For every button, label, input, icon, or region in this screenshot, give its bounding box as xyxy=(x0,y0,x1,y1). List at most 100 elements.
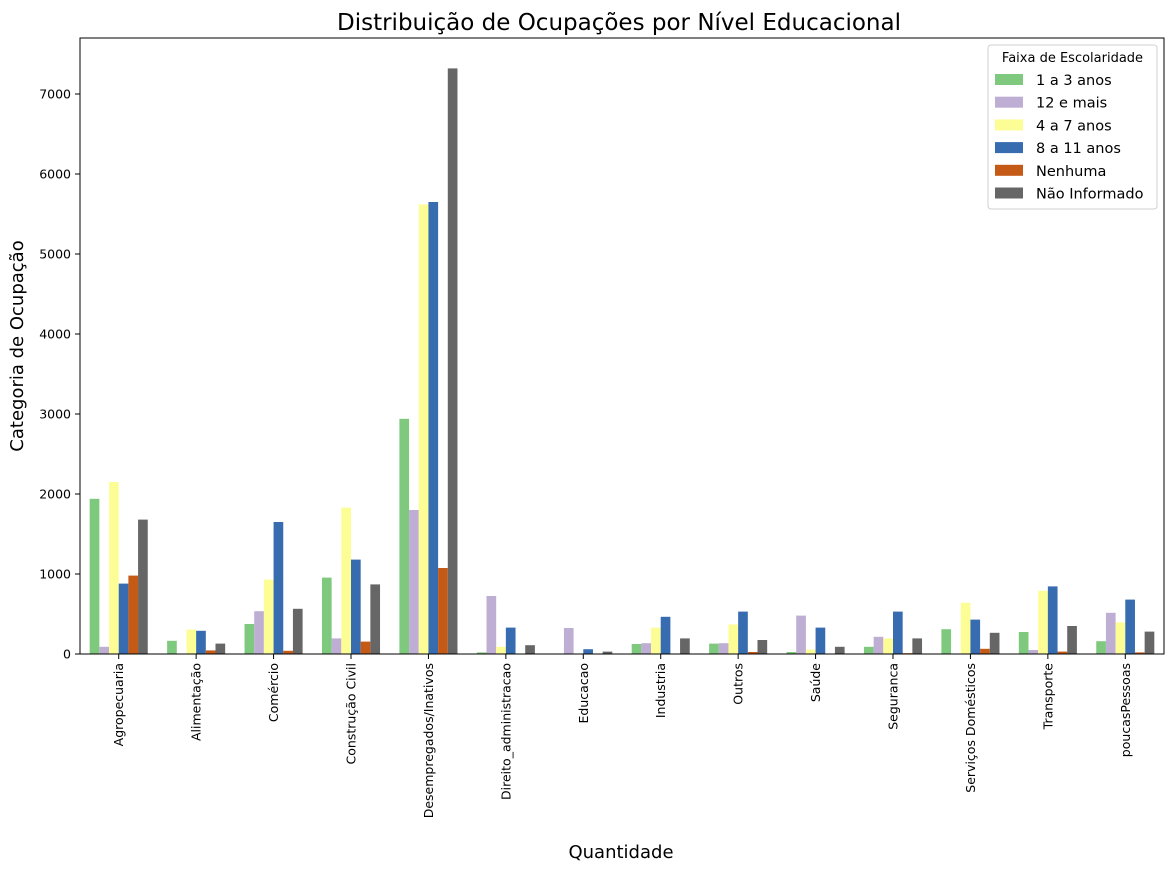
legend-swatch xyxy=(995,119,1023,131)
bar-constru-o-civil-series-5 xyxy=(370,584,381,654)
bar-outros-series-4 xyxy=(747,652,758,654)
bar-desempregados-inativos-series-3 xyxy=(428,202,439,654)
bar-servi-os-dom-sticos-series-0 xyxy=(941,629,952,654)
y-tick-label: 0 xyxy=(63,647,71,662)
bar-educacao-series-1 xyxy=(563,628,574,654)
legend-entry: Não Informado xyxy=(1036,187,1144,203)
x-tick-label: Outros xyxy=(731,663,746,705)
bar-com-rcio-series-5 xyxy=(292,608,303,654)
legend-swatch xyxy=(995,96,1023,108)
bar-constru-o-civil-series-4 xyxy=(360,641,371,654)
bar-agropecuaria-series-5 xyxy=(138,519,148,654)
x-tick-label: Direito_administracao xyxy=(498,663,513,800)
bar-desempregados-inativos-series-0 xyxy=(399,418,410,654)
bar-direito-administracao-series-2 xyxy=(496,646,506,654)
bar-educacao-series-5 xyxy=(602,651,613,654)
bar-agropecuaria-series-0 xyxy=(89,498,100,654)
x-tick-label: Alimentação xyxy=(189,663,204,741)
y-tick-label: 2000 xyxy=(39,487,71,502)
bar-industria-series-0 xyxy=(631,644,642,654)
x-tick-label: Transporte xyxy=(1040,663,1055,731)
x-tick-label: poucasPessoas xyxy=(1118,663,1133,757)
legend-entry: 1 a 3 anos xyxy=(1036,73,1112,89)
bar-poucaspessoas-series-4 xyxy=(1134,652,1145,654)
legend-swatch xyxy=(995,164,1023,176)
bar-alimenta-o-series-0 xyxy=(167,640,177,654)
bar-constru-o-civil-series-1 xyxy=(331,638,342,654)
bar-direito-administracao-series-5 xyxy=(525,645,535,654)
x-tick-label: Construção Civil xyxy=(344,663,359,764)
bar-sa-de-series-3 xyxy=(815,627,826,654)
bar-outros-series-2 xyxy=(728,624,739,654)
bar-transporte-series-2 xyxy=(1038,590,1048,654)
legend-swatch xyxy=(995,187,1023,199)
bar-sa-de-series-2 xyxy=(805,649,816,654)
bar-sa-de-series-1 xyxy=(796,615,806,654)
bar-agropecuaria-series-2 xyxy=(109,482,119,654)
bar-alimenta-o-series-3 xyxy=(196,630,206,654)
x-tick-label: Desempregados/Inativos xyxy=(421,663,436,818)
bar-com-rcio-series-1 xyxy=(254,611,264,654)
bar-alimenta-o-series-2 xyxy=(186,629,197,654)
y-axis-label: Categoria de Ocupação xyxy=(7,240,28,451)
bar-com-rcio-series-4 xyxy=(283,650,293,654)
bar-servi-os-dom-sticos-series-4 xyxy=(980,648,990,654)
bar-direito-administracao-series-3 xyxy=(505,627,516,654)
bar-constru-o-civil-series-2 xyxy=(341,507,351,654)
chart-title: Distribuição de Ocupações por Nível Educ… xyxy=(337,10,901,36)
legend-entry: Nenhuma xyxy=(1036,164,1106,180)
bar-outros-series-1 xyxy=(718,643,729,654)
legend-swatch xyxy=(995,142,1023,154)
bar-outros-series-0 xyxy=(709,643,719,654)
plot-area: 0 1000 2000 3000 4000 5000 6000 7000 Agropecuari… xyxy=(39,37,1165,818)
bar-transporte-series-3 xyxy=(1047,586,1058,654)
legend-frame xyxy=(987,44,1158,210)
x-tick-label: Seguranca xyxy=(886,663,901,730)
legend-entry: 12 e mais xyxy=(1036,96,1107,112)
x-tick-label: Industria xyxy=(653,663,668,718)
bar-seguranca-series-2 xyxy=(883,638,893,654)
bar-desempregados-inativos-series-2 xyxy=(418,204,429,654)
bar-constru-o-civil-series-0 xyxy=(321,577,332,654)
legend-entry: 4 a 7 anos xyxy=(1036,118,1112,134)
bar-alimenta-o-series-4 xyxy=(205,650,216,654)
bar-sa-de-series-0 xyxy=(786,652,797,654)
bar-constru-o-civil-series-3 xyxy=(351,559,361,654)
bar-industria-series-3 xyxy=(660,616,671,654)
bar-seguranca-series-1 xyxy=(873,636,884,654)
bar-poucaspessoas-series-2 xyxy=(1115,622,1126,654)
plot-frame xyxy=(79,37,1165,655)
x-tick-label: Saúde xyxy=(808,663,823,702)
bar-seguranca-series-5 xyxy=(912,638,923,654)
y-tick-label: 3000 xyxy=(39,407,71,422)
bar-transporte-series-5 xyxy=(1067,626,1077,654)
bar-com-rcio-series-3 xyxy=(273,522,284,654)
y-tick-label: 7000 xyxy=(39,87,71,102)
y-tick-label: 6000 xyxy=(39,167,71,182)
y-tick-label: 1000 xyxy=(39,567,71,582)
y-tick-label: 5000 xyxy=(39,247,71,262)
bar-industria-series-1 xyxy=(641,643,652,654)
bar-industria-series-2 xyxy=(651,627,661,654)
bar-servi-os-dom-sticos-series-5 xyxy=(989,632,1000,654)
legend-entry: 8 a 11 anos xyxy=(1036,141,1121,157)
bar-direito-administracao-series-0 xyxy=(476,652,487,654)
bar-industria-series-5 xyxy=(680,638,690,654)
bar-agropecuaria-series-1 xyxy=(99,646,110,654)
bar-com-rcio-series-2 xyxy=(263,579,274,654)
x-axis-label: Quantidade xyxy=(568,842,673,863)
bar-transporte-series-1 xyxy=(1028,650,1039,654)
legend-swatch xyxy=(995,74,1023,85)
bar-servi-os-dom-sticos-series-2 xyxy=(960,602,971,654)
bar-desempregados-inativos-series-5 xyxy=(447,68,458,654)
bar-outros-series-3 xyxy=(738,611,748,654)
bar-com-rcio-series-0 xyxy=(244,624,255,654)
x-tick-label: Agropecuaria xyxy=(111,663,126,746)
bar-educacao-series-3 xyxy=(583,649,593,654)
bar-poucaspessoas-series-1 xyxy=(1105,612,1116,654)
bar-seguranca-series-0 xyxy=(863,646,874,654)
bar-agropecuaria-series-3 xyxy=(118,583,129,654)
legend: Faixa de Escolaridade 1 a 3 anos 12 e mais… xyxy=(987,44,1158,210)
bar-desempregados-inativos-series-4 xyxy=(438,568,448,654)
